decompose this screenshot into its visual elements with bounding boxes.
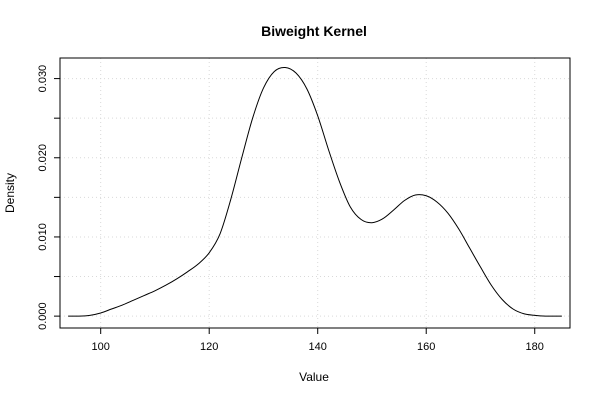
x-tick-label-0: 100 [92,341,110,353]
x-axis: 100 120 140 160 180 [92,328,544,353]
y-axis: 0.000 0.010 0.020 0.030 [37,65,60,330]
grid-lines [60,58,570,328]
y-axis-label: Density [3,173,17,213]
plot-frame [59,57,571,329]
y-tick-label-0: 0.000 [37,302,49,330]
y-tick-label-2: 0.010 [37,223,49,251]
x-tick-label-3: 160 [417,341,435,353]
x-axis-label: Value [299,370,329,384]
x-tick-label-1: 120 [200,341,218,353]
y-tick-label-6: 0.030 [37,65,49,93]
chart-title: Biweight Kernel [261,23,367,39]
x-tick-label-4: 180 [526,341,544,353]
density-curve [68,66,562,317]
x-tick-label-2: 140 [309,341,327,353]
y-tick-label-4: 0.020 [37,144,49,172]
